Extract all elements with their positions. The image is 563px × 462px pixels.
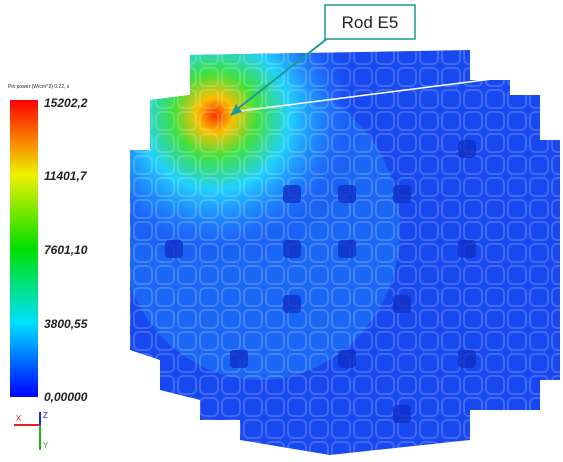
core-map: [120, 40, 563, 457]
colorbar-tick-label: 3800,55: [44, 317, 88, 331]
colorbar-tick-label: 11401,7: [44, 169, 88, 183]
screenshot: Rod E5 Pin power (W/cm^3) 0.22, s 15202,…: [0, 0, 563, 457]
colorbar-title: Pin power (W/cm^3) 0.22, s: [8, 84, 70, 90]
colorbar-ticks: 15202,2 11401,7 7601,10 3800,55 0,00000: [44, 96, 88, 404]
colorbar-tick-label: 15202,2: [44, 96, 88, 110]
colorbar-tick-label: 0,00000: [44, 390, 88, 404]
callout-label: Rod E5: [342, 13, 399, 32]
axis-triad: X Z Y: [14, 411, 49, 450]
colorbar: [10, 100, 38, 397]
x-axis-label: X: [16, 414, 22, 423]
colorbar-tick-label: 7601,10: [44, 243, 88, 257]
y-axis-label: Y: [43, 441, 49, 450]
z-axis-label: Z: [43, 411, 48, 420]
